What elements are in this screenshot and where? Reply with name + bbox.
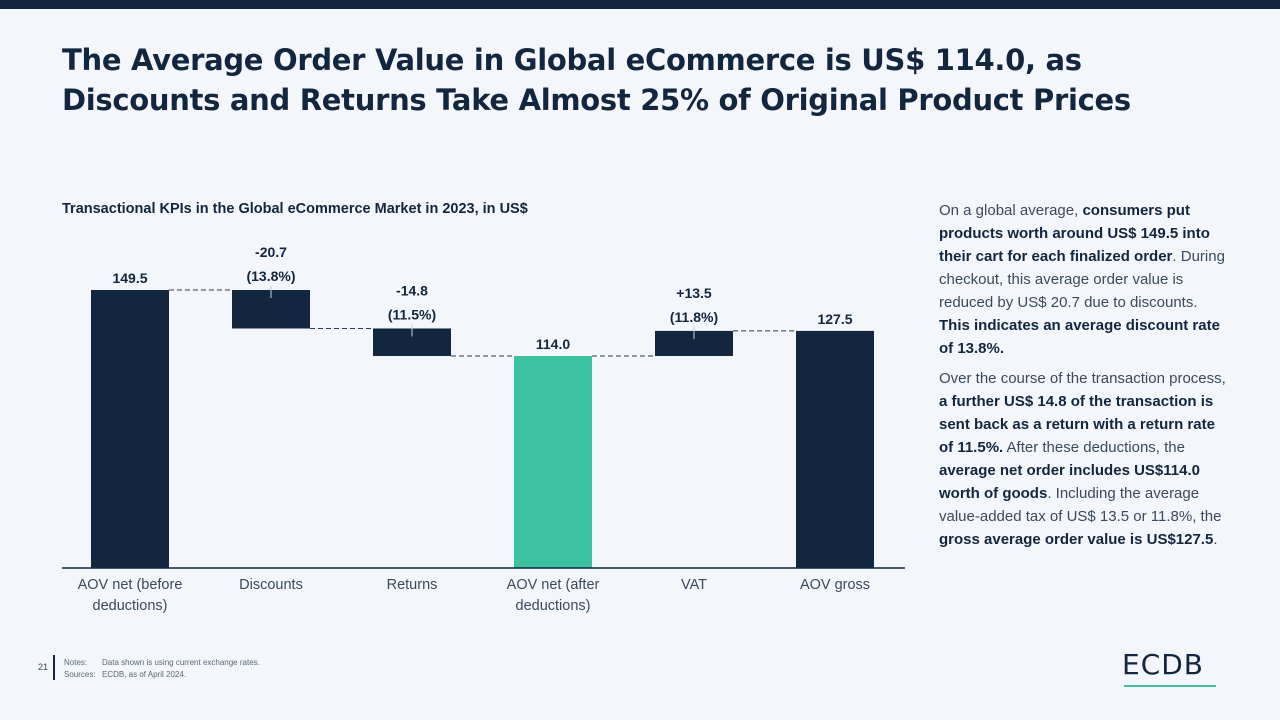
commentary-paragraph-1: On a global average, consumers put produ… xyxy=(939,199,1229,360)
category-label-3-1: deductions) xyxy=(516,598,591,614)
top-bar xyxy=(0,0,1280,9)
p1-text-d: This indicates an average discount rate … xyxy=(939,317,1220,357)
notes-block: Notes: Data shown is using current exchan… xyxy=(64,657,260,681)
side-commentary: On a global average, consumers put produ… xyxy=(939,199,1229,558)
commentary-paragraph-2: Over the course of the transaction proce… xyxy=(939,367,1229,551)
p2-text-a: Over the course of the transaction proce… xyxy=(939,370,1226,387)
bar-5 xyxy=(796,330,874,568)
p2-text-e: . Including the average value-added tax … xyxy=(939,485,1222,525)
notes-text: Data shown is using current exchange rat… xyxy=(102,658,260,667)
category-label-3-0: AOV net (after xyxy=(507,577,600,593)
sources-line: Sources: ECDB, as of April 2024. xyxy=(64,669,260,681)
value-label-4: +13.5 xyxy=(676,285,712,301)
value-label-3: 114.0 xyxy=(536,336,570,352)
bar-0 xyxy=(91,290,169,568)
category-label-0-1: deductions) xyxy=(93,598,168,614)
sources-label: Sources: xyxy=(64,670,96,679)
p2-text-b: a further US$ 14.8 of the transaction is… xyxy=(939,393,1215,456)
p2-text-c: After these deductions, the xyxy=(1003,439,1185,456)
notes-divider xyxy=(53,655,55,680)
category-label-0-0: AOV net (before xyxy=(78,577,183,593)
p1-text-b: consumers put products worth around US$ … xyxy=(939,202,1210,265)
page-title: The Average Order Value in Global eComme… xyxy=(62,43,1131,117)
rate-label-2: (11.5%) xyxy=(388,306,436,322)
bar-3 xyxy=(514,356,592,568)
rate-label-4: (11.8%) xyxy=(670,309,718,325)
category-label-4-0: VAT xyxy=(681,577,707,593)
sources-text: ECDB, as of April 2024. xyxy=(102,670,187,679)
notes-label: Notes: xyxy=(64,658,88,667)
page-number: 21 xyxy=(38,662,49,672)
p2-text-d: average net order includes US$114.0 wort… xyxy=(939,462,1200,502)
category-label-1-0: Discounts xyxy=(239,577,303,593)
p2-text-f: gross average order value is US$127.5 xyxy=(939,531,1214,548)
p1-text-c: . During checkout, this average order va… xyxy=(939,248,1225,311)
logo-underline xyxy=(1124,685,1216,687)
value-label-1: -20.7 xyxy=(255,244,287,260)
category-label-2-0: Returns xyxy=(387,577,438,593)
ecdb-logo: ECDB xyxy=(1122,648,1205,681)
value-label-5: 127.5 xyxy=(817,311,852,327)
rate-label-1: (13.8%) xyxy=(246,268,295,284)
p2-text-g: . xyxy=(1213,531,1218,548)
value-label-2: -14.8 xyxy=(396,282,428,298)
chart-title: Transactional KPIs in the Global eCommer… xyxy=(62,201,528,217)
value-label-0: 149.5 xyxy=(112,270,147,286)
p1-text-a: On a global average, xyxy=(939,202,1083,219)
category-label-5-0: AOV gross xyxy=(800,577,870,593)
notes-line: Notes: Data shown is using current exchan… xyxy=(64,657,260,669)
